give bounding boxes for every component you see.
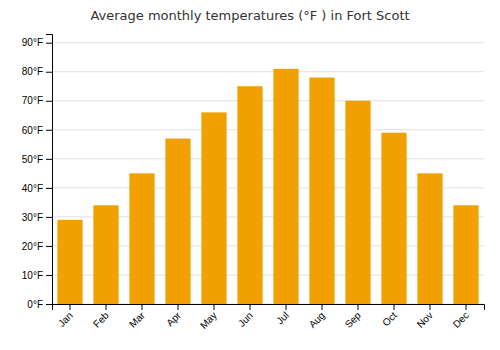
grid-line — [52, 158, 484, 159]
x-axis-line — [53, 305, 485, 311]
y-tick-mark — [46, 188, 52, 189]
x-tick-label: Nov — [415, 310, 435, 330]
y-tick-label: 10°F — [22, 270, 43, 281]
grid-line — [52, 129, 484, 130]
bar — [129, 173, 154, 304]
x-tick-mark — [322, 304, 323, 310]
bar — [381, 133, 406, 304]
x-tick: Jul — [274, 304, 291, 326]
y-tick-mark — [46, 43, 52, 44]
x-tick: Jun — [236, 304, 255, 329]
y-tick: 10°F — [22, 270, 52, 281]
title: Average monthly temperatures (°F ) in Fo… — [90, 8, 409, 23]
bar — [57, 220, 82, 304]
y-tick: 0°F — [27, 299, 52, 310]
x-tick-label: Oct — [380, 310, 399, 329]
y-tick-mark — [46, 101, 52, 102]
bar — [165, 139, 190, 304]
y-tick-mark — [46, 159, 52, 160]
x-tick-mark — [178, 304, 179, 310]
x-tick-mark — [250, 304, 251, 310]
x-tick-mark — [70, 304, 71, 310]
x-tick: Jan — [56, 304, 75, 329]
x-tick: Mar — [127, 304, 147, 330]
y-tick-mark — [46, 130, 52, 131]
y-tick-label: 20°F — [22, 241, 43, 252]
y-tick-mark — [46, 72, 52, 73]
y-tick: 20°F — [22, 241, 52, 252]
x-tick-mark — [142, 304, 143, 310]
y-tick-label: 40°F — [22, 183, 43, 194]
y-tick-mark — [46, 275, 52, 276]
y-tick-label: 70°F — [22, 95, 43, 106]
grid-line — [52, 42, 484, 43]
y-tick-label: 0°F — [27, 299, 43, 310]
y-tick-label: 30°F — [22, 212, 43, 223]
y-tick: 50°F — [22, 154, 52, 165]
bar — [237, 86, 262, 304]
bar — [309, 78, 334, 304]
y-tick-label: 50°F — [22, 154, 43, 165]
chart: Average monthly temperatures (°F ) in Fo… — [0, 0, 500, 350]
x-tick-mark — [286, 304, 287, 310]
y-axis-line — [46, 35, 53, 305]
y-tick-mark — [46, 304, 52, 305]
x-tick-label: May — [198, 310, 219, 331]
y-tick-mark — [46, 246, 52, 247]
x-tick-mark — [358, 304, 359, 310]
bar — [93, 205, 118, 304]
x-tick: Dec — [451, 304, 471, 330]
plot: 0°F 10°F 20°F 30°F 40°F 50°F 60°F 70°F 80°F 90°F J… — [22, 35, 485, 331]
x-tick-mark — [106, 304, 107, 310]
x-tick-mark — [466, 304, 467, 310]
y-tick: 60°F — [22, 125, 52, 136]
x-tick: Apr — [164, 304, 183, 328]
x-tick: Feb — [91, 304, 111, 330]
x-tick-label: Aug — [307, 310, 327, 330]
x-tick-label: Feb — [91, 309, 111, 329]
y-tick: 40°F — [22, 183, 52, 194]
x-tick: May — [198, 304, 219, 331]
x-tick-label: Jan — [56, 310, 75, 329]
y-tick: 30°F — [22, 212, 52, 223]
x-tick-label: Dec — [451, 310, 471, 330]
x-axis: Jan Feb Mar Apr May Jun Jul Aug Sep Oct Nov Dec — [53, 304, 485, 331]
x-tick-label: Jul — [274, 310, 291, 327]
y-tick: 70°F — [22, 95, 52, 106]
grid — [52, 43, 484, 304]
y-tick: 90°F — [22, 37, 52, 48]
bars — [57, 69, 478, 304]
bar — [201, 112, 226, 304]
bar — [453, 205, 478, 304]
x-tick: Aug — [307, 304, 327, 330]
bar — [273, 69, 298, 304]
x-tick-mark — [394, 304, 395, 310]
bar — [345, 101, 370, 304]
x-tick: Nov — [415, 304, 435, 330]
y-tick-mark — [46, 217, 52, 218]
y-tick-label: 90°F — [22, 37, 43, 48]
x-tick-label: Mar — [127, 309, 147, 329]
x-tick-mark — [214, 304, 215, 310]
x-tick-mark — [430, 304, 431, 310]
x-tick-label: Apr — [164, 309, 183, 328]
x-tick: Oct — [380, 304, 399, 328]
y-axis: 0°F 10°F 20°F 30°F 40°F 50°F 60°F 70°F 80°F 90°F — [22, 35, 53, 310]
x-tick: Sep — [343, 304, 364, 330]
grid-line — [52, 100, 484, 101]
y-tick-label: 80°F — [22, 66, 43, 77]
bar — [417, 173, 442, 304]
x-tick-label: Sep — [343, 309, 364, 330]
y-tick-label: 60°F — [22, 125, 43, 136]
x-tick-label: Jun — [236, 310, 255, 329]
y-tick: 80°F — [22, 66, 52, 77]
grid-line — [52, 71, 484, 72]
